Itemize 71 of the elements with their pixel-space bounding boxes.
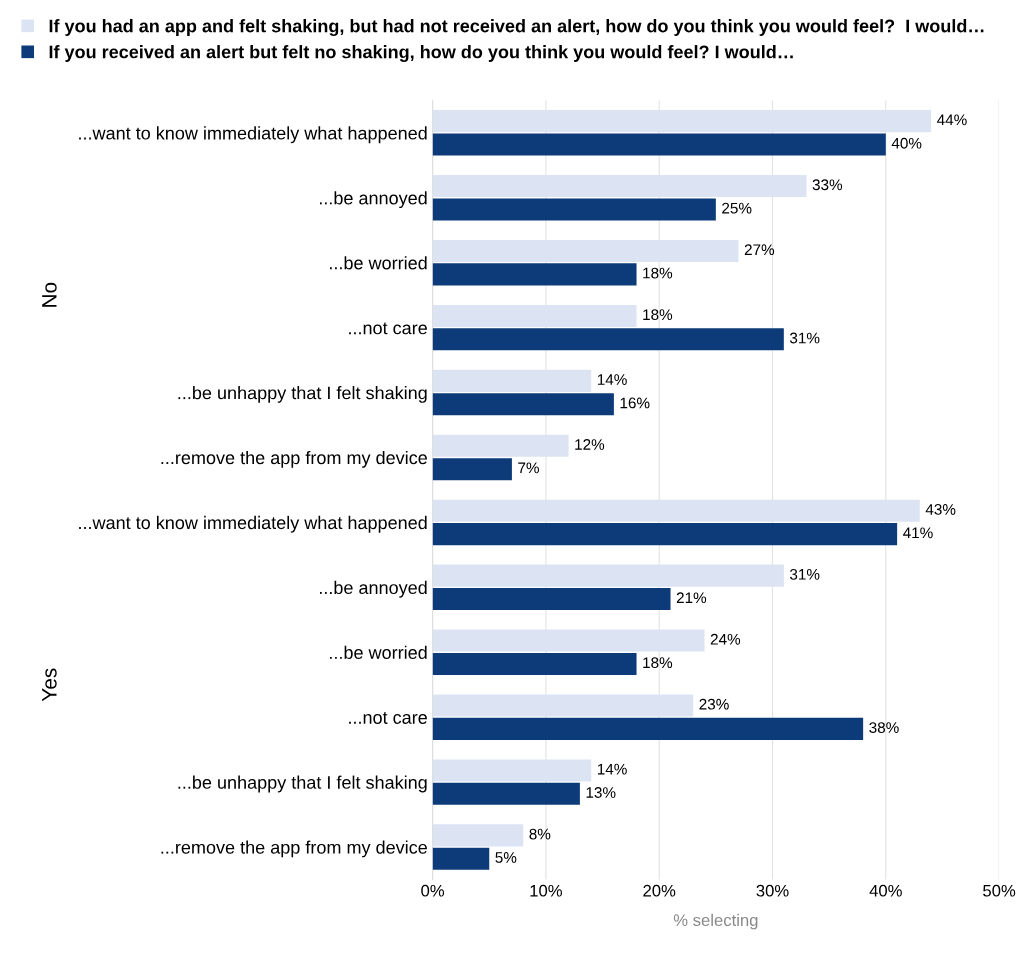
- y-tick-label: ...be worried: [330, 645, 427, 659]
- y-tick-label: ...be unhappy that I felt shaking: [178, 386, 427, 403]
- data-label: 18%: [643, 657, 673, 669]
- bar: [432, 629, 705, 652]
- bar: [432, 369, 592, 392]
- bar: [432, 782, 580, 805]
- data-label: 12%: [575, 439, 605, 450]
- bar: [432, 304, 637, 327]
- data-label: 7%: [518, 462, 539, 474]
- data-label: 31%: [789, 568, 820, 580]
- legend-label: If you had an app and felt shaking, but had not received an alert, how do you think you would feel? I would…: [49, 19, 984, 37]
- bar: [432, 434, 569, 457]
- data-label: 8%: [529, 828, 551, 840]
- y-tick-label: ...remove the app from my device: [161, 840, 427, 858]
- data-label: 18%: [643, 309, 673, 321]
- bar: [432, 110, 932, 133]
- y-tick-label: ...be worried: [330, 256, 427, 270]
- data-label: 40%: [891, 137, 922, 149]
- data-label: 38%: [869, 722, 899, 733]
- x-tick-label: 30%: [756, 884, 789, 897]
- y-axis-title: No: [42, 282, 57, 307]
- bar: [432, 847, 490, 870]
- bar: [432, 328, 784, 351]
- bar: [432, 133, 886, 156]
- data-label: 27%: [744, 244, 775, 256]
- data-label: 24%: [710, 633, 741, 645]
- bar: [432, 587, 671, 611]
- x-tick-label: 50%: [983, 884, 1016, 897]
- bar: [432, 458, 512, 481]
- bar: [432, 824, 524, 847]
- y-axis-title: Yes: [42, 668, 57, 702]
- y-tick-label: ...not care: [349, 322, 427, 335]
- bar: [432, 759, 592, 782]
- bar: [432, 263, 637, 286]
- data-label: 18%: [643, 267, 673, 279]
- data-label: 5%: [495, 852, 517, 863]
- y-tick-label: ...be annoyed: [319, 191, 427, 209]
- legend-label: If you received an alert but felt no shaking, how do you think you would feel? I would…: [49, 45, 793, 62]
- x-tick-label: 20%: [643, 884, 676, 897]
- data-label: 43%: [925, 504, 956, 515]
- data-label: 14%: [597, 374, 627, 385]
- bar: [432, 175, 807, 198]
- x-axis-title: % selecting: [673, 913, 758, 930]
- data-label: 14%: [597, 763, 627, 775]
- y-tick-label: ...not care: [349, 712, 427, 724]
- bar: [432, 564, 784, 587]
- data-label: 33%: [812, 179, 843, 191]
- data-label: 31%: [789, 332, 820, 344]
- data-label: 41%: [903, 527, 933, 539]
- data-label: 13%: [586, 787, 616, 798]
- x-tick-label: 0%: [421, 884, 445, 897]
- x-tick-label: 10%: [530, 884, 562, 897]
- y-tick-label: ...be annoyed: [319, 580, 427, 598]
- y-tick-label: ...want to know immediately what happened: [79, 126, 427, 144]
- bar: [432, 393, 614, 416]
- y-tick-label: ...remove the app from my device: [161, 450, 427, 468]
- x-tick-label: 40%: [869, 884, 902, 897]
- bar: [432, 499, 920, 522]
- bar: [432, 717, 864, 740]
- bar: [432, 652, 637, 675]
- data-label: 25%: [722, 202, 752, 214]
- data-label: 44%: [937, 114, 967, 126]
- data-label: 21%: [676, 592, 707, 604]
- y-tick-label: ...be unhappy that I felt shaking: [178, 775, 427, 793]
- bar: [432, 198, 716, 221]
- data-label: 16%: [620, 397, 650, 409]
- bar: [432, 239, 739, 263]
- data-label: 23%: [699, 698, 729, 710]
- bar: [432, 523, 898, 546]
- y-tick-label: ...want to know immediately what happened: [79, 515, 427, 533]
- bar: [432, 694, 694, 717]
